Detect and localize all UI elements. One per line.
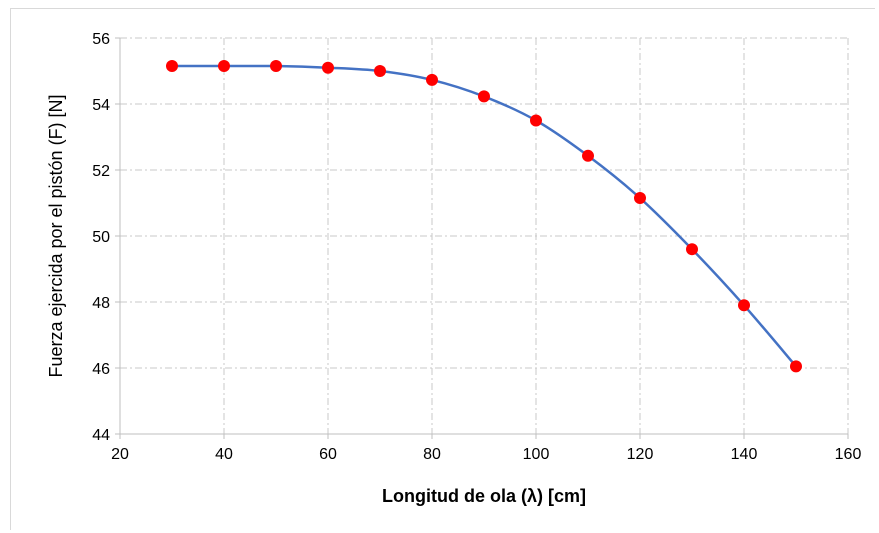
data-point — [270, 60, 282, 73]
x-tick-label: 100 — [523, 446, 550, 463]
y-tick-label: 54 — [92, 97, 110, 114]
x-tick-label: 140 — [731, 446, 758, 463]
x-axis-title: Longitud de ola (λ) [cm] — [382, 486, 586, 506]
data-point — [374, 65, 386, 77]
y-axis-title: Fuerza ejercida por el pistón (F) [N] — [46, 94, 66, 377]
data-point — [426, 73, 438, 86]
axes — [115, 37, 849, 439]
x-tick-label: 40 — [215, 446, 233, 463]
data-point — [634, 192, 646, 205]
x-tick-label: 120 — [627, 446, 654, 463]
data-point — [790, 360, 802, 373]
y-tick-label: 44 — [92, 427, 110, 444]
y-tick-label: 50 — [92, 229, 110, 246]
data-point — [686, 243, 698, 256]
y-tick-label: 48 — [92, 295, 110, 312]
y-tick-label: 46 — [92, 361, 110, 378]
x-tick-label: 160 — [835, 446, 862, 463]
chart-frame — [10, 8, 875, 530]
series-line — [172, 64, 797, 368]
data-point — [738, 299, 750, 312]
y-tick-label: 56 — [92, 31, 110, 48]
data-point — [322, 61, 334, 74]
x-tick-label: 20 — [111, 446, 129, 463]
series — [166, 60, 802, 373]
y-tick-label: 52 — [92, 163, 110, 180]
data-point — [166, 60, 178, 73]
grid — [120, 37, 849, 434]
data-point — [530, 114, 542, 127]
x-tick-label: 80 — [423, 446, 441, 463]
data-point — [582, 149, 594, 162]
x-tick-label: 60 — [319, 446, 337, 463]
data-point — [218, 60, 230, 73]
data-point — [478, 90, 490, 103]
tick-labels: 20 40 60 80 100 120 140 160 44 46 48 50 52 54 56 — [92, 31, 861, 463]
